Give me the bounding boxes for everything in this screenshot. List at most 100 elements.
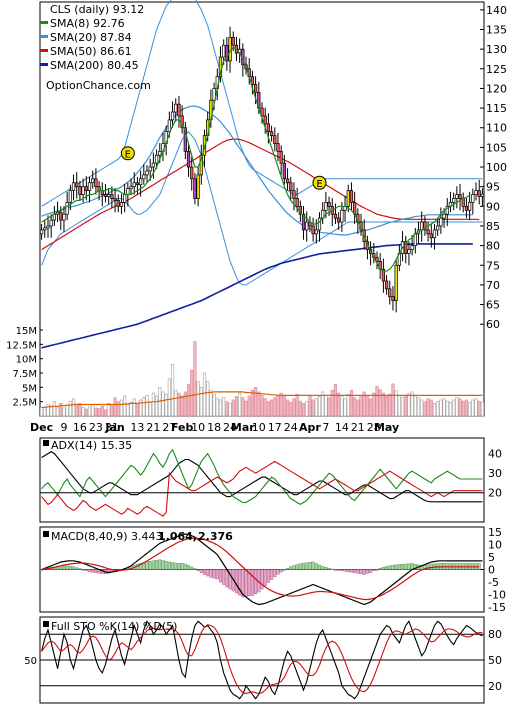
volume-bar bbox=[400, 397, 405, 417]
volume-bar bbox=[349, 389, 354, 417]
sma20-line bbox=[41, 105, 473, 236]
volume-bar bbox=[346, 393, 350, 417]
candle-body bbox=[305, 221, 309, 231]
volume-bar bbox=[177, 392, 181, 417]
candle-body bbox=[276, 143, 280, 152]
macd-histogram-bar bbox=[289, 566, 293, 570]
x-tick-label-24: 24 bbox=[284, 421, 298, 434]
x-tick-label-27: 27 bbox=[162, 421, 176, 434]
volume-bar bbox=[276, 395, 280, 417]
volume-bar bbox=[43, 408, 47, 417]
macd-histogram-bar bbox=[84, 569, 88, 571]
volume-bar bbox=[167, 378, 171, 417]
macd-histogram-bar bbox=[295, 564, 299, 570]
candle-body bbox=[423, 221, 427, 231]
candle-body bbox=[458, 194, 462, 199]
candle-body bbox=[279, 150, 283, 164]
price-tick-label-105: 105 bbox=[486, 141, 507, 154]
candle-body bbox=[391, 296, 395, 301]
x-tick-label-9: 9 bbox=[60, 421, 67, 434]
candle-body bbox=[282, 162, 286, 180]
volume-bar bbox=[477, 400, 481, 417]
volume-bar bbox=[305, 401, 309, 417]
candle-body bbox=[126, 188, 130, 195]
macd-histogram-bar bbox=[174, 562, 178, 570]
volume-bar bbox=[59, 403, 63, 417]
volume-bar bbox=[263, 398, 267, 417]
volume-bar bbox=[186, 384, 191, 417]
volume-bar bbox=[218, 399, 223, 417]
price-tick-label-115: 115 bbox=[486, 102, 507, 115]
candle-body bbox=[196, 174, 200, 199]
macd-histogram-bar bbox=[260, 569, 264, 590]
candle-body bbox=[285, 178, 290, 184]
candle-body bbox=[263, 115, 267, 125]
volume-bar bbox=[298, 400, 302, 417]
volume-tick-label-7.5M: 7.5M bbox=[12, 369, 37, 380]
volume-bar bbox=[126, 404, 130, 417]
price-tick-label-65: 65 bbox=[486, 299, 500, 312]
volume-bar bbox=[266, 401, 270, 417]
volume-bar bbox=[97, 408, 101, 417]
volume-bar bbox=[381, 392, 385, 417]
volume-bar bbox=[170, 364, 175, 417]
candle-body bbox=[107, 194, 111, 197]
candle-body bbox=[250, 76, 255, 85]
volume-bar bbox=[394, 390, 398, 417]
candle-body bbox=[292, 190, 296, 199]
x-tick-label-31: 31 bbox=[105, 421, 119, 434]
volume-bar bbox=[71, 398, 76, 417]
macd-histogram-bar bbox=[202, 569, 207, 575]
macd-histogram-bar bbox=[250, 569, 254, 596]
macd-histogram-bar bbox=[241, 569, 245, 598]
macd-histogram-bar bbox=[378, 568, 382, 570]
macd-histogram-bar bbox=[212, 569, 216, 579]
macd-tick-label-15: 15 bbox=[488, 526, 502, 539]
volume-bar bbox=[116, 401, 120, 417]
macd-signal-line bbox=[41, 537, 480, 601]
macd-histogram-bar bbox=[369, 569, 373, 573]
price-tick-label-140: 140 bbox=[486, 4, 507, 17]
macd-histogram-bar bbox=[321, 566, 325, 570]
candle-body bbox=[158, 150, 162, 156]
macd-tick-label--5: -5 bbox=[488, 576, 499, 589]
volume-bar bbox=[142, 397, 146, 417]
candle-body bbox=[337, 217, 341, 223]
adx-panel: 40 30 20 ADX(14) 15.35 bbox=[40, 439, 502, 517]
stochastic-tick-label-50: 50 bbox=[488, 654, 502, 667]
candle-body bbox=[123, 194, 127, 203]
candle-body bbox=[477, 190, 481, 197]
volume-bar bbox=[123, 395, 127, 417]
candle-body bbox=[190, 166, 194, 180]
volume-bar bbox=[228, 403, 232, 417]
price-tick-label-90: 90 bbox=[486, 200, 500, 213]
price-tick-label-95: 95 bbox=[486, 181, 500, 194]
macd-histogram-bar bbox=[362, 569, 366, 575]
x-tick-label-Jan: Jan bbox=[104, 421, 124, 434]
volume-bar bbox=[222, 397, 226, 417]
macd-histogram-bar bbox=[78, 568, 82, 570]
volume-bar bbox=[292, 398, 296, 417]
macd-histogram-bar bbox=[359, 569, 363, 574]
volume-bar bbox=[314, 398, 318, 417]
volume-bar bbox=[49, 405, 53, 417]
volume-bar bbox=[199, 387, 203, 417]
volume-bar bbox=[480, 401, 484, 417]
price-tick-label-125: 125 bbox=[486, 63, 507, 76]
candle-body bbox=[333, 213, 338, 219]
candle-body bbox=[317, 217, 322, 231]
volume-bar bbox=[190, 369, 194, 417]
macd-histogram-bar bbox=[148, 561, 152, 570]
volume-bar bbox=[295, 393, 299, 417]
adx-tick-label-40: 40 bbox=[488, 448, 502, 461]
volume-bar bbox=[410, 391, 414, 417]
stochastic-tick-label-80: 80 bbox=[488, 628, 502, 641]
macd-histogram-bar bbox=[391, 565, 395, 570]
candle-body bbox=[442, 213, 446, 219]
volume-bar bbox=[321, 391, 325, 417]
volume-bar bbox=[193, 341, 197, 417]
volume-bar bbox=[372, 392, 376, 417]
volume-bar bbox=[471, 399, 475, 417]
volume-bar bbox=[161, 391, 165, 417]
macd-signal-value: 1.064, bbox=[158, 530, 197, 543]
